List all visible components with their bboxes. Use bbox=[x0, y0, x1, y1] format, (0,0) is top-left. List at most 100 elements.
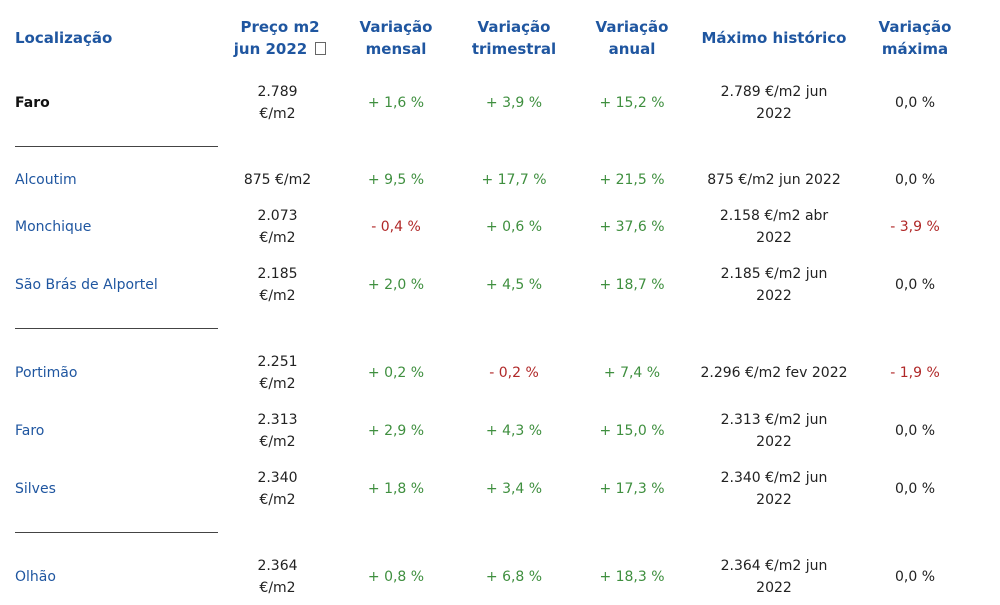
location-link: Faro bbox=[15, 95, 50, 111]
quarterly-cell: + 0,6 % bbox=[485, 219, 543, 235]
quarterly-cell: + 3,4 % bbox=[485, 481, 543, 497]
max-hist-line: 2.296 €/m2 fev 2022 bbox=[700, 365, 848, 381]
header-annual[interactable]: Variação anual bbox=[582, 16, 682, 60]
quarterly-cell: + 4,5 % bbox=[485, 277, 543, 293]
max-var-cell: 0,0 % bbox=[894, 569, 936, 585]
price-cell: 2.364 €/m2 bbox=[225, 555, 330, 599]
price-unit: €/m2 bbox=[259, 106, 296, 122]
max-hist-line: 2.789 €/m2 jun bbox=[720, 84, 828, 100]
max-hist-year: 2022 bbox=[756, 492, 792, 508]
quarterly-cell: + 4,3 % bbox=[485, 423, 543, 439]
quarterly-cell: + 6,8 % bbox=[485, 569, 543, 585]
section-divider bbox=[15, 328, 218, 329]
price-line: 2.251 bbox=[257, 354, 298, 370]
price-line: 2.789 bbox=[257, 84, 298, 100]
quarterly-cell: + 3,9 % bbox=[485, 95, 543, 111]
header-price-line1: Preço m2 bbox=[240, 18, 320, 36]
price-unit: €/m2 bbox=[259, 580, 296, 596]
header-price[interactable]: Preço m2 jun 2022 bbox=[225, 16, 335, 60]
location-link[interactable]: São Brás de Alportel bbox=[15, 277, 158, 293]
price-unit: €/m2 bbox=[259, 288, 296, 304]
header-max-var-line1: Variação bbox=[878, 18, 952, 36]
location-link[interactable]: Silves bbox=[15, 481, 56, 497]
location-link[interactable]: Alcoutim bbox=[15, 172, 77, 188]
max-hist-cell: 2.789 €/m2 jun 2022 bbox=[694, 81, 854, 125]
header-max-var-line2: máxima bbox=[881, 40, 949, 58]
header-monthly-line2: mensal bbox=[365, 40, 427, 58]
monthly-cell: + 0,8 % bbox=[367, 569, 425, 585]
price-cell: 2.340 €/m2 bbox=[225, 467, 330, 511]
annual-cell: + 7,4 % bbox=[603, 365, 661, 381]
max-var-cell: - 1,9 % bbox=[890, 365, 940, 381]
max-var-cell: 0,0 % bbox=[894, 172, 936, 188]
annual-cell: + 18,7 % bbox=[599, 277, 665, 293]
price-line: 2.364 bbox=[257, 558, 298, 574]
max-var-cell: 0,0 % bbox=[894, 95, 936, 111]
price-cell: 2.251 €/m2 bbox=[225, 351, 330, 395]
max-hist-cell: 2.340 €/m2 jun 2022 bbox=[694, 467, 854, 511]
price-line: 2.073 bbox=[257, 208, 298, 224]
price-cell: 875 €/m2 bbox=[225, 169, 330, 191]
price-unit: €/m2 bbox=[259, 376, 296, 392]
annual-cell: + 37,6 % bbox=[599, 219, 665, 235]
sort-icon[interactable] bbox=[315, 42, 327, 55]
header-annual-line2: anual bbox=[608, 40, 656, 58]
max-hist-line: 2.340 €/m2 jun bbox=[720, 470, 828, 486]
annual-cell: + 21,5 % bbox=[599, 172, 665, 188]
header-location-label: Localização bbox=[15, 29, 113, 47]
max-hist-cell: 875 €/m2 jun 2022 bbox=[694, 169, 854, 191]
location-link[interactable]: Portimão bbox=[15, 365, 78, 381]
max-var-cell: 0,0 % bbox=[894, 423, 936, 439]
location-link[interactable]: Monchique bbox=[15, 219, 92, 235]
price-cell: 2.789 €/m2 bbox=[225, 81, 330, 125]
header-quarterly-line1: Variação bbox=[477, 18, 551, 36]
max-hist-line: 2.313 €/m2 jun bbox=[720, 412, 828, 428]
max-var-cell: 0,0 % bbox=[894, 277, 936, 293]
price-line: 2.313 bbox=[257, 412, 298, 428]
section-divider bbox=[15, 532, 218, 533]
max-hist-line: 2.364 €/m2 jun bbox=[720, 558, 828, 574]
monthly-cell: + 9,5 % bbox=[367, 172, 425, 188]
price-line: 2.185 bbox=[257, 266, 298, 282]
quarterly-cell: - 0,2 % bbox=[489, 365, 539, 381]
max-var-cell: - 3,9 % bbox=[890, 219, 940, 235]
annual-cell: + 17,3 % bbox=[599, 481, 665, 497]
max-var-cell: 0,0 % bbox=[894, 481, 936, 497]
max-hist-line: 2.158 €/m2 abr bbox=[719, 208, 829, 224]
monthly-cell: + 2,0 % bbox=[367, 277, 425, 293]
price-unit: €/m2 bbox=[259, 230, 296, 246]
max-hist-year: 2022 bbox=[756, 288, 792, 304]
max-hist-line: 2.185 €/m2 jun bbox=[720, 266, 828, 282]
price-cell: 2.073 €/m2 bbox=[225, 205, 330, 249]
header-quarterly[interactable]: Variação trimestral bbox=[459, 16, 569, 60]
quarterly-cell: + 17,7 % bbox=[481, 172, 547, 188]
header-location[interactable]: Localização bbox=[15, 27, 112, 49]
monthly-cell: + 1,6 % bbox=[367, 95, 425, 111]
header-max-var[interactable]: Variação máxima bbox=[865, 16, 965, 60]
price-cell: 2.313 €/m2 bbox=[225, 409, 330, 453]
header-max-hist-label: Máximo histórico bbox=[701, 29, 847, 47]
header-monthly[interactable]: Variação mensal bbox=[346, 16, 446, 60]
location-link[interactable]: Olhão bbox=[15, 569, 56, 585]
price-unit: €/m2 bbox=[259, 492, 296, 508]
header-annual-line1: Variação bbox=[595, 18, 669, 36]
monthly-cell: - 0,4 % bbox=[371, 219, 421, 235]
price-line: 2.340 bbox=[257, 470, 298, 486]
price-cell: 2.185 €/m2 bbox=[225, 263, 330, 307]
max-hist-cell: 2.296 €/m2 fev 2022 bbox=[690, 362, 858, 384]
header-max-hist[interactable]: Máximo histórico bbox=[694, 27, 854, 49]
monthly-cell: + 0,2 % bbox=[367, 365, 425, 381]
header-monthly-line1: Variação bbox=[359, 18, 433, 36]
max-hist-year: 2022 bbox=[756, 580, 792, 596]
location-link[interactable]: Faro bbox=[15, 423, 45, 439]
max-hist-cell: 2.158 €/m2 abr 2022 bbox=[694, 205, 854, 249]
max-hist-cell: 2.364 €/m2 jun 2022 bbox=[694, 555, 854, 599]
section-divider bbox=[15, 146, 218, 147]
annual-cell: + 18,3 % bbox=[599, 569, 665, 585]
max-hist-cell: 2.185 €/m2 jun 2022 bbox=[694, 263, 854, 307]
monthly-cell: + 2,9 % bbox=[367, 423, 425, 439]
annual-cell: + 15,0 % bbox=[599, 423, 665, 439]
annual-cell: + 15,2 % bbox=[599, 95, 665, 111]
header-price-line2: jun 2022 bbox=[233, 40, 308, 58]
header-quarterly-line2: trimestral bbox=[471, 40, 557, 58]
